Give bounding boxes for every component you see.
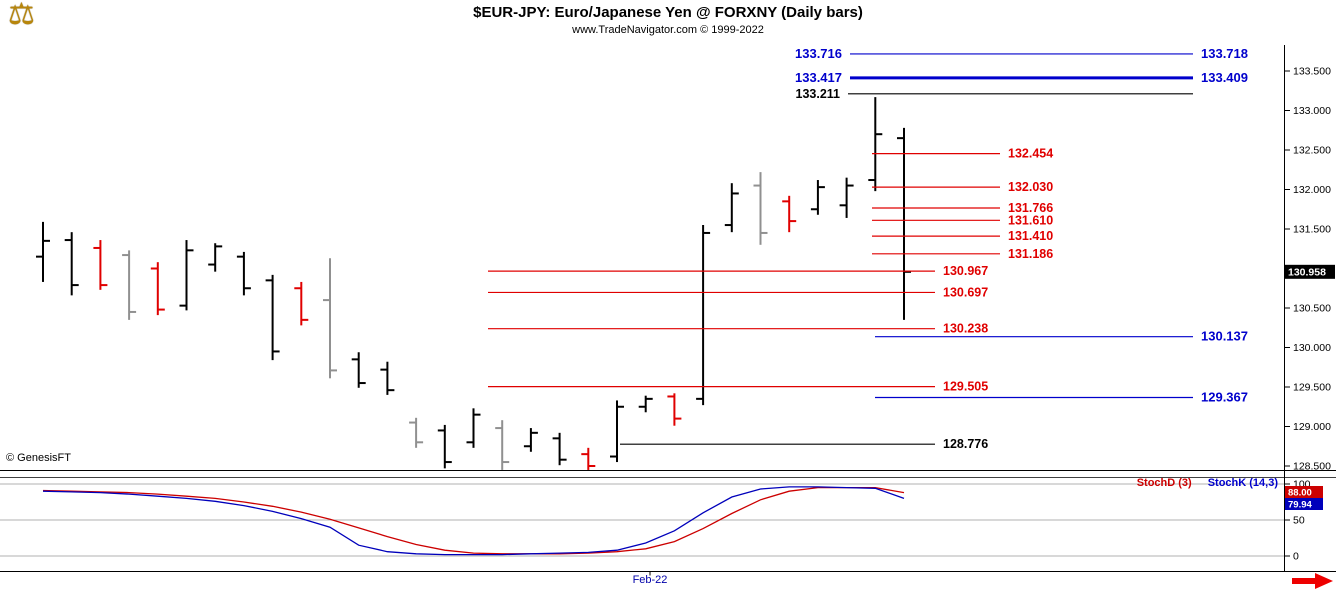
scroll-right-button[interactable]: [1292, 572, 1334, 590]
stochk-value: 79.94: [1288, 500, 1312, 511]
ohlc-bar: [868, 97, 883, 192]
price-tick-label: 129.500: [1293, 382, 1331, 394]
genesisft-logo-icon: ⚖: [8, 0, 35, 31]
level-label: 131.410: [1008, 229, 1053, 243]
price-tick-label: 130.500: [1293, 303, 1331, 315]
stochd-line: [42, 486, 905, 555]
stochastic-legend: StochD (3) StochK (14,3): [1137, 477, 1278, 489]
stochk-legend-label: StochK (14,3): [1207, 477, 1278, 489]
level-label: 133.718: [1201, 46, 1248, 61]
ohlc-bar: [64, 232, 79, 296]
price-tick-label: 131.500: [1293, 224, 1331, 236]
level-label: 131.186: [1008, 247, 1053, 261]
level-label: 129.505: [943, 380, 988, 394]
level-label: 132.030: [1008, 180, 1053, 194]
level-label: 131.766: [1008, 201, 1053, 215]
ohlc-bar: [724, 183, 739, 233]
ohlc-bar: [323, 258, 337, 379]
ohlc-bar: [552, 432, 567, 466]
ohlc-bar: [897, 127, 911, 320]
ohlc-bar: [610, 400, 624, 463]
level-label: 131.610: [1008, 213, 1053, 227]
stochk-line: [42, 486, 905, 556]
ohlc-bar: [466, 408, 481, 448]
right-arrow-icon: [1292, 573, 1333, 589]
ohlc-bar: [236, 251, 251, 296]
level-label: 130.137: [1201, 329, 1248, 344]
ohlc-bar: [409, 417, 424, 448]
level-label: 133.716: [795, 46, 842, 61]
price-tick-label: 128.500: [1293, 461, 1331, 473]
ohlc-bar: [839, 177, 854, 218]
ohlc-bar: [36, 221, 50, 282]
stoch-tick-label: 0: [1293, 551, 1299, 563]
level-label: 133.409: [1201, 70, 1248, 85]
stoch-tick-label: 50: [1293, 515, 1305, 527]
ohlc-bar: [380, 361, 395, 395]
level-label: 129.367: [1201, 390, 1248, 405]
ohlc-bar: [495, 420, 510, 470]
ohlc-bar: [810, 180, 825, 215]
ohlc-bar: [122, 250, 137, 320]
ohlc-bar: [753, 172, 768, 245]
chart-subtitle: www.TradeNavigator.com © 1999-2022: [572, 24, 764, 36]
ohlc-bar: [581, 447, 596, 470]
ohlc-bar: [696, 225, 711, 406]
last-price-badge: [1285, 264, 1335, 279]
ohlc-bar: [351, 352, 366, 388]
stochk-value-badge: [1285, 498, 1323, 510]
level-label: 133.417: [795, 70, 842, 85]
price-tick-label: 132.000: [1293, 184, 1331, 196]
level-label: 130.697: [943, 285, 988, 299]
ohlc-bar: [437, 424, 452, 469]
level-label: 128.776: [943, 437, 988, 451]
genesisft-copyright: © GenesisFT: [6, 452, 71, 464]
chart-title: $EUR-JPY: Euro/Japanese Yen @ FORXNY (Da…: [473, 4, 863, 21]
last-price-value: 130.958: [1288, 266, 1326, 278]
stochd-value: 88.00: [1288, 488, 1312, 499]
price-tick-label: 133.000: [1293, 105, 1331, 117]
ohlc-bar: [208, 243, 223, 272]
stochd-legend-label: StochD (3): [1136, 477, 1192, 489]
x-axis-date-label: Feb-22: [632, 574, 668, 586]
price-tick-label: 133.500: [1293, 66, 1331, 78]
level-label: 133.211: [796, 87, 841, 101]
price-tick-label: 130.000: [1293, 342, 1331, 354]
ohlc-bar: [179, 240, 194, 311]
ohlc-bar: [93, 240, 108, 290]
price-tick-label: 129.000: [1293, 421, 1331, 433]
ohlc-bar: [150, 262, 165, 316]
level-label: 130.967: [943, 264, 988, 278]
stochd-value-badge: [1285, 486, 1323, 498]
level-label: 132.454: [1008, 147, 1053, 161]
ohlc-bar: [638, 395, 653, 413]
price-tick-label: 132.500: [1293, 145, 1331, 157]
ohlc-bar: [667, 393, 682, 426]
ohlc-bar: [265, 274, 280, 361]
ohlc-bar: [782, 195, 797, 233]
ohlc-bar: [294, 281, 309, 326]
ohlc-bar: [523, 428, 538, 452]
level-label: 130.238: [943, 322, 988, 336]
